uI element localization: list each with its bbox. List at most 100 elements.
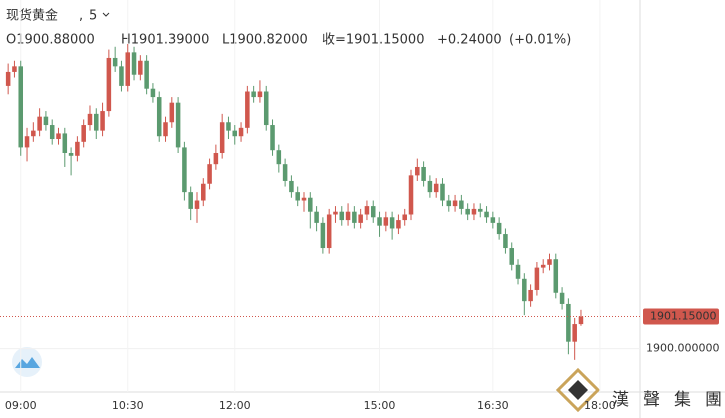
candle-body — [75, 141, 80, 156]
candle-body — [238, 127, 244, 137]
candle-body — [119, 66, 124, 86]
candle-body — [56, 133, 61, 140]
candle-body — [572, 324, 577, 342]
candle-body — [43, 116, 49, 126]
candle-body — [308, 197, 313, 212]
candle-body — [282, 164, 288, 181]
candle-body — [547, 259, 552, 265]
candle-body — [12, 66, 17, 72]
candle-body — [182, 147, 187, 193]
candle-body — [559, 292, 565, 304]
candle-body — [276, 150, 282, 165]
candle-body — [18, 66, 24, 148]
candle-body — [150, 88, 156, 98]
candle-body — [484, 211, 489, 218]
candle-body — [131, 52, 137, 75]
candle-body — [352, 211, 357, 223]
x-tick-label: 15:00 — [364, 399, 396, 412]
header-value: O1900.88000 — [6, 33, 95, 48]
candle-body — [452, 200, 458, 207]
candle-body — [213, 152, 219, 165]
watermark-logo — [555, 367, 601, 413]
candle-body — [421, 166, 426, 181]
candle-body — [100, 111, 105, 131]
candle-body — [232, 130, 238, 137]
candle-body — [219, 122, 225, 153]
y-tick-label: 1900.000000 — [646, 342, 719, 355]
interval: 5 — [89, 9, 97, 24]
candle-body — [138, 60, 143, 75]
candle-body — [31, 130, 36, 137]
candle-body — [540, 264, 546, 268]
last-price-box — [643, 308, 719, 325]
candle-body — [301, 197, 307, 201]
header-value: 收=1901.15000 — [322, 33, 424, 48]
candle-body — [144, 60, 149, 89]
candle-body — [49, 125, 55, 140]
candle-body — [402, 214, 407, 221]
candle-body — [333, 211, 338, 215]
candle-body — [175, 102, 181, 148]
header-value: H1901.39000 — [121, 33, 209, 48]
logo-badge — [12, 347, 42, 377]
candle-body — [251, 91, 256, 98]
candle-body — [188, 192, 193, 209]
candle-body — [263, 91, 269, 126]
candle-body — [125, 52, 131, 86]
candle-body — [370, 206, 376, 218]
candle-body — [226, 122, 231, 131]
candle-body — [245, 91, 250, 128]
candle-body — [459, 200, 464, 209]
dropdown-icon[interactable] — [102, 12, 110, 17]
candle-body — [408, 175, 414, 215]
header-value: +0.24000 — [437, 33, 502, 48]
watermark: 漢聲集團 — [612, 390, 725, 410]
candle-body — [553, 259, 559, 293]
candle-body — [62, 133, 68, 153]
candle-body — [207, 164, 212, 184]
x-tick-label: 16:30 — [477, 399, 509, 412]
header-value: (+0.01%) — [509, 33, 571, 48]
header-value: L1900.82000 — [222, 33, 308, 48]
candle-body — [490, 217, 496, 223]
candle-body — [169, 102, 175, 123]
x-tick-label: 10:30 — [112, 399, 144, 412]
candle-body — [477, 208, 483, 212]
candle-body — [112, 57, 118, 67]
candle-body — [389, 217, 395, 229]
candle-body — [509, 248, 514, 265]
candle-body — [578, 316, 584, 325]
candle-body — [515, 264, 521, 279]
candle-body — [471, 208, 477, 215]
candle-body — [326, 214, 332, 249]
candle-body — [24, 136, 30, 148]
candle-body — [415, 166, 420, 176]
candle-body — [194, 200, 200, 209]
candle-body — [295, 192, 300, 201]
candle-body — [163, 122, 168, 137]
symbol: 现货黄金 — [6, 8, 58, 24]
candle-body — [345, 211, 351, 221]
x-tick-label: 18:00 — [584, 399, 616, 412]
candle-body — [496, 222, 502, 235]
candle-body — [396, 220, 401, 229]
comma: , — [79, 9, 83, 24]
candle-body — [81, 125, 86, 142]
candle-body — [566, 303, 571, 342]
candle-body — [383, 217, 389, 226]
candle-body — [201, 183, 206, 201]
candle-body — [534, 267, 540, 290]
candle-body — [156, 97, 162, 137]
candle-body — [289, 180, 294, 193]
candle-body — [87, 113, 93, 126]
x-tick-label: 12:00 — [219, 399, 251, 412]
candle-body — [528, 289, 533, 302]
candle-body — [433, 183, 439, 193]
candle-body — [440, 183, 445, 201]
candle-body — [106, 57, 112, 112]
candle-body — [314, 211, 319, 223]
candle-body — [94, 113, 99, 131]
candle-body — [320, 222, 326, 249]
candle-body — [465, 208, 470, 215]
